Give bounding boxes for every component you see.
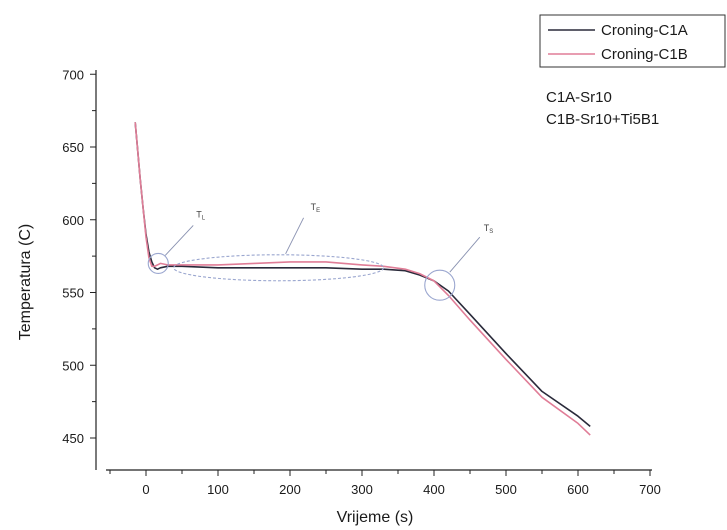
y-ticks: 450 500 550 600 650 700 xyxy=(62,67,96,446)
annotation-label-te: TE xyxy=(311,202,321,214)
note-c1b: C1B-Sr10+Ti5B1 xyxy=(546,111,659,128)
legend-label-c1b: Croning-C1B xyxy=(601,46,688,63)
annotation-leader-te xyxy=(285,217,305,254)
annotation-label-tl: TL xyxy=(196,209,206,221)
annotation-circle-ts xyxy=(424,269,456,301)
x-tick-label: 200 xyxy=(279,482,301,497)
y-tick-label: 550 xyxy=(62,286,84,301)
y-axis-label: Temperatura (C) xyxy=(17,224,34,340)
y-tick-label: 450 xyxy=(62,431,84,446)
x-tick-label: 300 xyxy=(351,482,373,497)
x-ticks: 0 100 200 300 400 500 600 700 xyxy=(109,470,661,497)
series-line-c1b xyxy=(134,122,591,436)
legend-label-c1a: Croning-C1A xyxy=(601,22,688,39)
y-tick-label: 500 xyxy=(62,358,84,373)
note-c1a: C1A-Sr10 xyxy=(546,89,612,106)
annotation-layer: TL TE TS xyxy=(147,202,494,301)
series-layer xyxy=(134,122,591,436)
x-tick-label: 100 xyxy=(207,482,229,497)
x-tick-label: 0 xyxy=(142,482,149,497)
legend: Croning-C1A Croning-C1B xyxy=(539,14,726,68)
x-axis-label: Vrijeme (s) xyxy=(337,509,414,526)
series-line-c1a xyxy=(134,122,591,428)
x-tick-label: 600 xyxy=(567,482,589,497)
x-tick-label: 400 xyxy=(423,482,445,497)
annotation-leader-ts xyxy=(449,236,481,273)
legend-box xyxy=(539,14,726,68)
y-tick-label: 700 xyxy=(62,67,84,82)
y-tick-label: 600 xyxy=(62,213,84,228)
y-tick-label: 650 xyxy=(62,140,84,155)
x-tick-label: 500 xyxy=(495,482,517,497)
annotation-leader-tl xyxy=(164,225,194,256)
annotation-ellipse-te xyxy=(173,254,385,282)
annotation-circle-tl xyxy=(147,252,169,274)
annotation-label-ts: TS xyxy=(484,223,494,235)
x-tick-label: 700 xyxy=(639,482,661,497)
